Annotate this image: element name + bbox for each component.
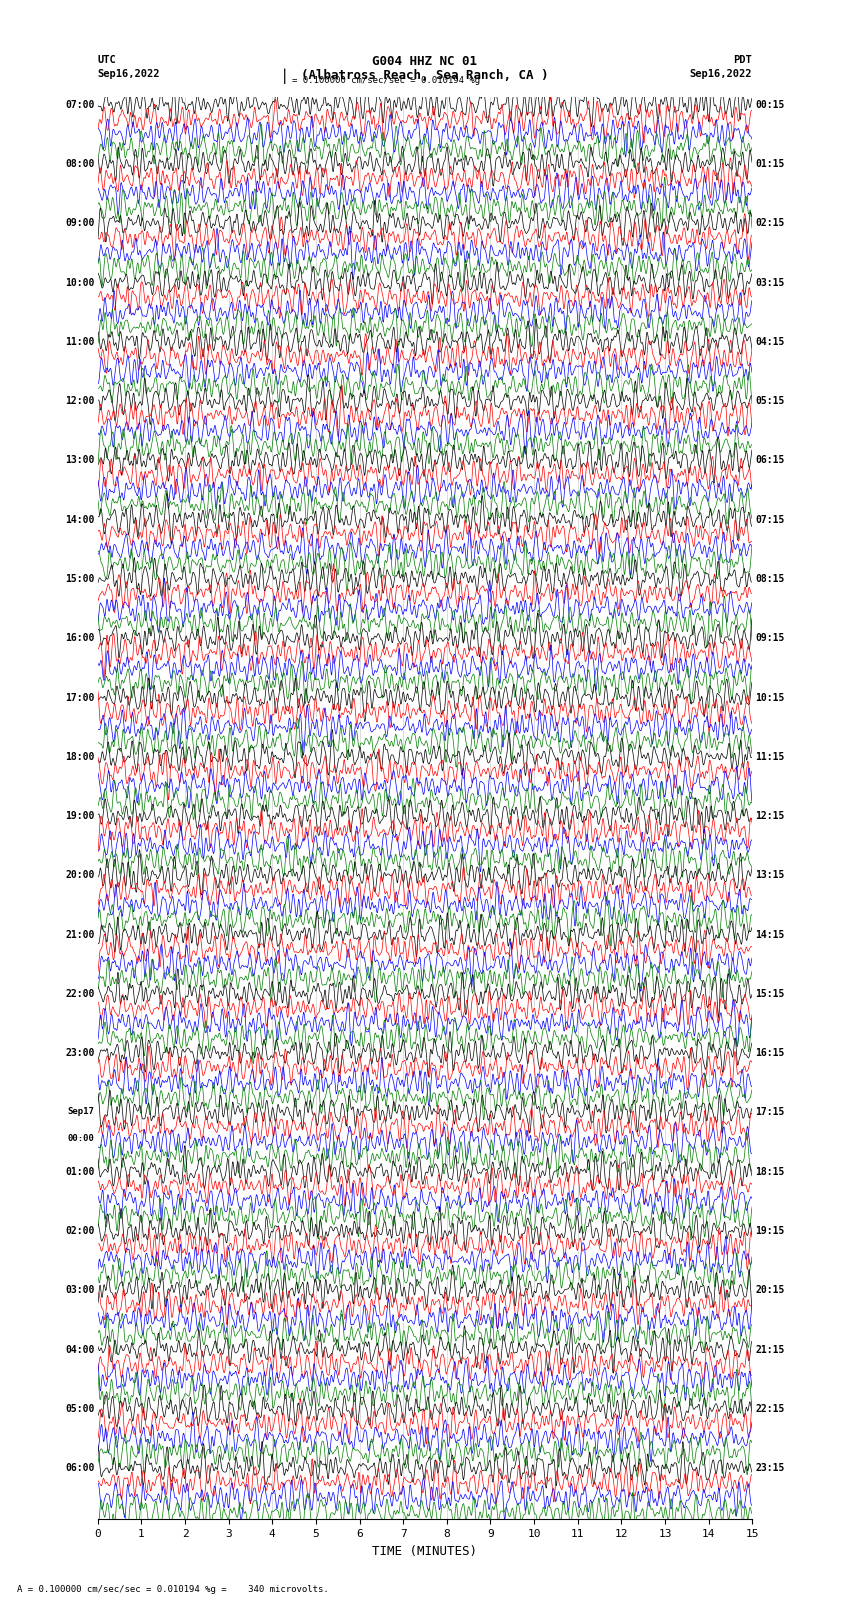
Text: 05:00: 05:00	[65, 1403, 94, 1415]
Text: 22:15: 22:15	[756, 1403, 785, 1415]
Text: Sep16,2022: Sep16,2022	[98, 69, 161, 79]
Text: 01:00: 01:00	[65, 1166, 94, 1177]
Text: G004 HHZ NC 01: G004 HHZ NC 01	[372, 55, 478, 68]
Text: 06:00: 06:00	[65, 1463, 94, 1473]
Text: Sep16,2022: Sep16,2022	[689, 69, 752, 79]
Text: 06:15: 06:15	[756, 455, 785, 466]
Text: 23:15: 23:15	[756, 1463, 785, 1473]
Text: 23:00: 23:00	[65, 1048, 94, 1058]
Text: 16:00: 16:00	[65, 634, 94, 644]
Text: 20:00: 20:00	[65, 871, 94, 881]
Text: 08:00: 08:00	[65, 160, 94, 169]
Text: 02:15: 02:15	[756, 218, 785, 229]
Text: 17:15: 17:15	[756, 1108, 785, 1118]
Text: 09:15: 09:15	[756, 634, 785, 644]
Text: 04:15: 04:15	[756, 337, 785, 347]
Text: 10:00: 10:00	[65, 277, 94, 287]
Text: 05:15: 05:15	[756, 397, 785, 406]
Text: 15:15: 15:15	[756, 989, 785, 998]
Text: 00:00: 00:00	[68, 1134, 94, 1144]
Text: 15:00: 15:00	[65, 574, 94, 584]
X-axis label: TIME (MINUTES): TIME (MINUTES)	[372, 1545, 478, 1558]
Text: 02:00: 02:00	[65, 1226, 94, 1236]
Text: 22:00: 22:00	[65, 989, 94, 998]
Text: 14:15: 14:15	[756, 929, 785, 940]
Text: 19:15: 19:15	[756, 1226, 785, 1236]
Text: 21:15: 21:15	[756, 1345, 785, 1355]
Text: = 0.100000 cm/sec/sec = 0.010194 %g: = 0.100000 cm/sec/sec = 0.010194 %g	[292, 76, 479, 85]
Text: 12:15: 12:15	[756, 811, 785, 821]
Text: 07:00: 07:00	[65, 100, 94, 110]
Text: 13:00: 13:00	[65, 455, 94, 466]
Text: 13:15: 13:15	[756, 871, 785, 881]
Text: 11:00: 11:00	[65, 337, 94, 347]
Text: 11:15: 11:15	[756, 752, 785, 761]
Text: ⎮: ⎮	[281, 68, 288, 84]
Text: 04:00: 04:00	[65, 1345, 94, 1355]
Text: 18:15: 18:15	[756, 1166, 785, 1177]
Text: 01:15: 01:15	[756, 160, 785, 169]
Text: 17:00: 17:00	[65, 692, 94, 703]
Text: 10:15: 10:15	[756, 692, 785, 703]
Text: (Albatross Reach, Sea Ranch, CA ): (Albatross Reach, Sea Ranch, CA )	[301, 69, 549, 82]
Text: PDT: PDT	[734, 55, 752, 65]
Text: 07:15: 07:15	[756, 515, 785, 524]
Text: UTC: UTC	[98, 55, 116, 65]
Text: A = 0.100000 cm/sec/sec = 0.010194 %g =    340 microvolts.: A = 0.100000 cm/sec/sec = 0.010194 %g = …	[17, 1584, 329, 1594]
Text: 12:00: 12:00	[65, 397, 94, 406]
Text: 03:00: 03:00	[65, 1286, 94, 1295]
Text: 18:00: 18:00	[65, 752, 94, 761]
Text: 08:15: 08:15	[756, 574, 785, 584]
Text: 21:00: 21:00	[65, 929, 94, 940]
Text: 09:00: 09:00	[65, 218, 94, 229]
Text: 16:15: 16:15	[756, 1048, 785, 1058]
Text: 14:00: 14:00	[65, 515, 94, 524]
Text: 03:15: 03:15	[756, 277, 785, 287]
Text: 20:15: 20:15	[756, 1286, 785, 1295]
Text: Sep17: Sep17	[68, 1108, 94, 1116]
Text: 00:15: 00:15	[756, 100, 785, 110]
Text: 19:00: 19:00	[65, 811, 94, 821]
